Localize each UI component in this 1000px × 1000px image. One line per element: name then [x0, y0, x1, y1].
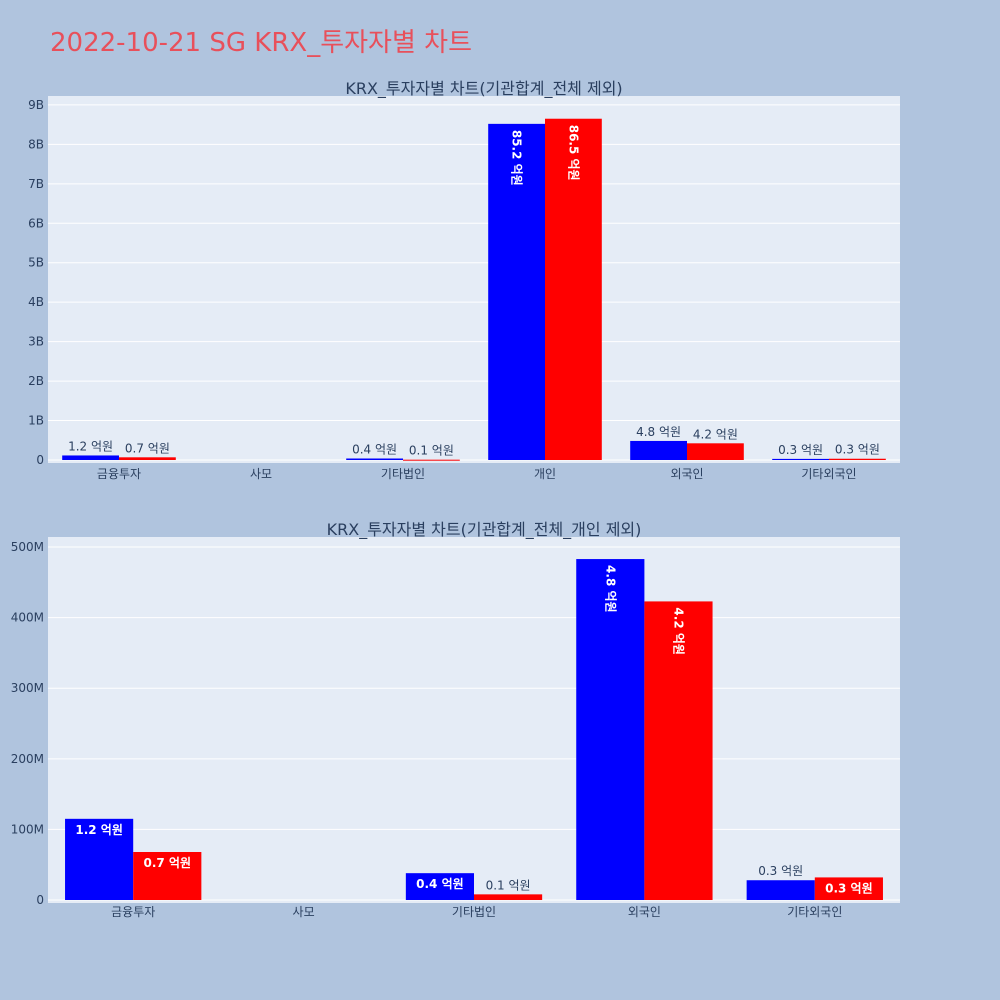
bar-label: 0.1 억원	[409, 444, 454, 458]
x-tick-label: 금융투자	[97, 467, 141, 481]
x-tick-label: 기타외국인	[801, 467, 856, 481]
bar	[133, 852, 202, 900]
bar-label: 1.2 억원	[75, 823, 123, 837]
plot-area	[48, 537, 900, 903]
y-tick-label: 1B	[28, 414, 44, 428]
x-tick-label: 외국인	[670, 467, 703, 481]
bar-label: 0.7 억원	[144, 856, 192, 870]
x-tick-label: 사모	[250, 467, 272, 481]
plot-area	[48, 96, 900, 463]
bar	[630, 440, 687, 460]
y-tick-label: 200M	[11, 752, 44, 766]
bar-label: 4.8 억원	[636, 425, 681, 439]
x-tick-label: 금융투자	[111, 905, 155, 919]
y-tick-label: 500M	[11, 540, 44, 554]
bar	[403, 459, 460, 461]
bar	[746, 880, 815, 900]
x-tick-label: 기타법인	[452, 905, 496, 919]
chart-title: KRX_투자자별 차트(기관합계_전체 제외)	[345, 79, 622, 99]
bar-label: 0.4 억원	[416, 877, 464, 891]
bar	[488, 123, 545, 460]
y-tick-label: 300M	[11, 681, 44, 695]
bar-label: 0.3 억원	[758, 864, 803, 878]
bar	[346, 458, 403, 460]
bar-label: 4.8 억원	[603, 565, 617, 613]
bar	[545, 118, 602, 460]
bar-label: 0.3 억원	[825, 881, 873, 895]
chart-title: KRX_투자자별 차트(기관합계_전체_개인 제외)	[327, 520, 642, 540]
y-tick-label: 5B	[28, 256, 44, 270]
bar-label: 1.2 억원	[68, 439, 113, 453]
bar	[576, 559, 645, 900]
bar	[405, 873, 474, 900]
bar	[65, 818, 134, 900]
bar	[814, 877, 883, 900]
y-tick-label: 6B	[28, 216, 44, 230]
chart-1: 0 1B 2B 3B 4B 5B 6B 7B 8B 9B KRX_투자자별 차트(기관합계_전체 제…	[28, 79, 900, 481]
bar	[62, 455, 119, 460]
y-tick-label: 9B	[28, 98, 44, 112]
bar-label: 85.2 억원	[510, 130, 524, 186]
bar	[687, 443, 744, 460]
bar	[644, 601, 713, 900]
bar-label: 86.5 억원	[566, 125, 580, 181]
x-tick-label: 기타외국인	[787, 905, 842, 919]
page-title: 2022-10-21 SG KRX_투자자별 차트	[50, 28, 472, 58]
y-tick-label: 8B	[28, 137, 44, 151]
x-tick-label: 사모	[293, 905, 315, 919]
x-tick-label: 개인	[534, 467, 556, 481]
bar	[119, 457, 176, 460]
x-tick-label: 기타법인	[381, 467, 425, 481]
bar	[829, 458, 886, 460]
bar-label: 4.2 억원	[671, 607, 685, 655]
y-tick-label: 7B	[28, 177, 44, 191]
bar	[474, 894, 543, 900]
bar-label: 0.3 억원	[778, 443, 823, 457]
y-tick-label: 100M	[11, 822, 44, 836]
bar	[772, 458, 829, 460]
y-tick-label: 0	[36, 453, 44, 467]
y-tick-label: 2B	[28, 374, 44, 388]
bar-label: 4.2 억원	[693, 427, 738, 441]
y-tick-label: 400M	[11, 611, 44, 625]
bar-label: 0.1 억원	[486, 878, 531, 892]
chart-2: 0 100M 200M 300M 400M 500M KRX_투자자별 차트(기관합계_전체…	[11, 520, 900, 919]
y-tick-label: 4B	[28, 295, 44, 309]
y-tick-label: 0	[36, 893, 44, 907]
y-tick-label: 3B	[28, 335, 44, 349]
bar-label: 0.7 억원	[125, 441, 170, 455]
bar-label: 0.3 억원	[835, 443, 880, 457]
bar-label: 0.4 억원	[352, 443, 397, 457]
x-tick-label: 외국인	[628, 905, 661, 919]
